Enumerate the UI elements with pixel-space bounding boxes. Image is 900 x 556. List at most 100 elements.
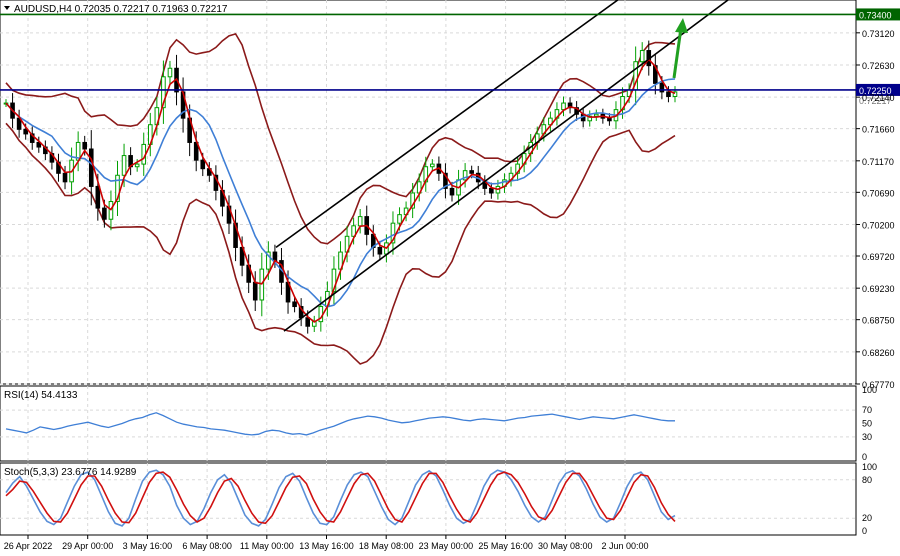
candle-body [397,214,402,224]
candle-body [62,172,68,183]
ma-slow-line [5,78,676,308]
candle-body [272,251,278,262]
stoch-panel-frame [0,462,857,536]
xtick-label: 3 May 16:00 [123,541,173,551]
candle-body [377,246,383,255]
dropdown-triangle-icon [4,6,10,10]
candle-body [95,185,101,209]
price-ytick-label: 0.72630 [862,61,895,71]
stoch-ytick-label: 80 [862,475,872,485]
candle-body [587,115,593,122]
bollinger-bands [5,32,676,365]
candle-body [489,187,494,194]
indicator-lines [5,412,676,527]
xtick-label: 2 Jun 00:00 [601,541,648,551]
price-title: AUDUSD,H4 0.72035 0.72217 0.71963 0.7221… [4,4,228,15]
candle-body [200,159,206,170]
candle-body [351,225,356,237]
price-ytick-label: 0.71660 [862,125,895,135]
candle-body [82,141,88,150]
candle-body [607,117,612,122]
xtick-label: 13 May 16:00 [299,541,354,551]
xtick-label: 6 May 08:00 [182,541,232,551]
xtick-label: 18 May 08:00 [359,541,414,551]
candle-body [252,281,258,301]
stoch-ytick-label: 20 [862,513,872,523]
xtick-label: 25 May 16:00 [478,541,533,551]
grid-layer [0,0,856,535]
xtick-label: 11 May 00:00 [240,541,294,551]
candle-body [331,268,337,292]
xtick-label: 30 May 08:00 [538,541,593,551]
channel-upper-line [275,0,620,249]
rsi-ytick-label: 100 [862,385,877,395]
ma-fast-line [5,58,676,323]
xtick-label: 23 May 00:00 [419,541,474,551]
rsi-line [5,412,675,436]
candle-body [357,216,363,227]
price-ytick-label: 0.70200 [862,220,895,230]
stoch-main-line [5,469,676,527]
price-ytick-label: 0.69720 [862,252,895,262]
rsi-title: RSI(14) 54.4133 [4,390,78,401]
candle-body [410,192,415,209]
price-ytick-label: 0.68750 [862,316,895,326]
resistance-level-label: 0.73400 [859,10,892,20]
candle-body [593,113,599,117]
candle-body [102,207,107,220]
channel-lower-line [283,0,730,332]
stoch-ytick-label: 0 [862,526,867,536]
candle-body [430,163,435,168]
support-level-tag [856,83,900,96]
candle-body [659,82,665,93]
price-ytick-label: 0.73120 [862,29,895,39]
price-title-text: AUDUSD,H4 0.72035 0.72217 0.71963 0.7221… [14,4,228,15]
candle-body [161,76,166,109]
price-ytick-label: 0.67770 [862,380,895,390]
trend-channel [275,0,730,332]
candle-body [305,317,311,327]
axis-labels: 0.73120 0.72630 0.72140 0.71660 0.71170 0.706… [4,29,895,551]
candle-body [449,187,455,196]
rsi-ytick-label: 50 [862,419,872,429]
current-price-label: 0.72217 [859,96,892,106]
candle-body [266,251,271,270]
candle-body [121,155,127,176]
candle-body [666,91,671,97]
rsi-ytick-label: 70 [862,405,872,415]
candle-body [639,50,645,63]
resistance-level-tag [856,8,900,21]
price-ytick-label: 0.71170 [862,157,894,167]
arrow-shaft [672,27,683,79]
candle-body [115,174,120,203]
candle-body [469,170,474,174]
price-ytick-label: 0.70690 [862,188,895,198]
price-ytick-label: 0.68260 [862,348,895,358]
stoch-ytick-label: 100 [862,462,877,472]
arrow-head [675,18,688,33]
candle-body [390,222,396,244]
support-level-label: 0.72250 [859,86,892,96]
rsi-ytick-label: 0 [862,452,867,462]
candle-body [88,148,94,187]
moving-averages [5,58,676,323]
stoch-signal-line [5,471,676,525]
candle-body [23,128,28,135]
bollinger-upper-line [5,32,676,245]
candle-body [167,67,173,78]
candle-body [462,170,468,181]
price-ytick-label: 0.69230 [862,284,895,294]
rsi-ytick-label: 30 [862,432,872,442]
candle-body [292,301,297,308]
up-arrow-icon [672,18,688,79]
candle-body [443,172,448,189]
xtick-label: 26 Apr 2022 [4,541,53,551]
stoch-title: Stoch(5,3,3) 23.6776 14.9289 [4,467,137,478]
bollinger-lower-line [5,122,676,365]
candle-body [29,133,35,143]
candle-body [36,141,42,148]
candle-body [561,102,566,111]
price-ytick-label: 0.72140 [862,93,895,103]
candle-body [134,163,140,168]
